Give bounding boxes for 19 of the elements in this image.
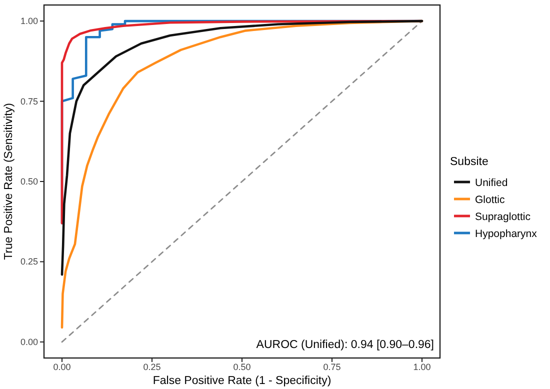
y-tick-label: 0.00 xyxy=(20,336,38,347)
legend-label: Unified xyxy=(475,177,508,189)
x-tick-label: 0.25 xyxy=(143,362,161,372)
x-tick-label: 0.75 xyxy=(323,362,341,372)
y-tick-label: 1.00 xyxy=(20,16,38,26)
line-series xyxy=(60,20,424,276)
annotation: AUROC (Unified): 0.94 [0.90–0.96] xyxy=(256,339,434,351)
y-tick-label: 0.75 xyxy=(20,96,38,106)
y-tick-label: 0.25 xyxy=(20,256,38,267)
legend-label: Supraglottic xyxy=(475,211,530,223)
y-axis-title: True Positive Rate (Sensitivity) xyxy=(3,102,15,260)
legend-label: Glottic xyxy=(475,194,505,206)
legend-label: Hypopharynx xyxy=(475,228,538,240)
y-tick-label: 0.50 xyxy=(20,176,38,186)
x-tick-label: 0.00 xyxy=(53,362,71,372)
x-axis-title: False Positive Rate (1 - Specificity) xyxy=(152,375,332,387)
x-tick-label: 0.50 xyxy=(233,362,251,372)
x-tick-label: 1.00 xyxy=(413,362,431,372)
legend-title: Subsite xyxy=(450,156,488,168)
